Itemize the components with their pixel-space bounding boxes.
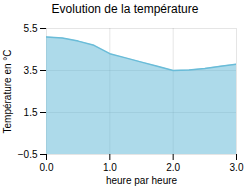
- svg-text:Température en °C: Température en °C: [2, 49, 13, 133]
- svg-text:1.0: 1.0: [103, 162, 117, 173]
- svg-text:2.0: 2.0: [166, 162, 180, 173]
- svg-text:5.5: 5.5: [24, 23, 38, 34]
- svg-text:1.5: 1.5: [24, 107, 38, 118]
- html-text:Evolution de la température: Evolution de la température: [51, 2, 199, 16]
- svg-text:0.0: 0.0: [40, 162, 54, 173]
- svg-text:3.5: 3.5: [24, 65, 38, 76]
- svg-text:−0.5: −0.5: [18, 149, 38, 160]
- svg-text:3.0: 3.0: [230, 162, 244, 173]
- svg-text:heure par heure: heure par heure: [106, 175, 178, 186]
